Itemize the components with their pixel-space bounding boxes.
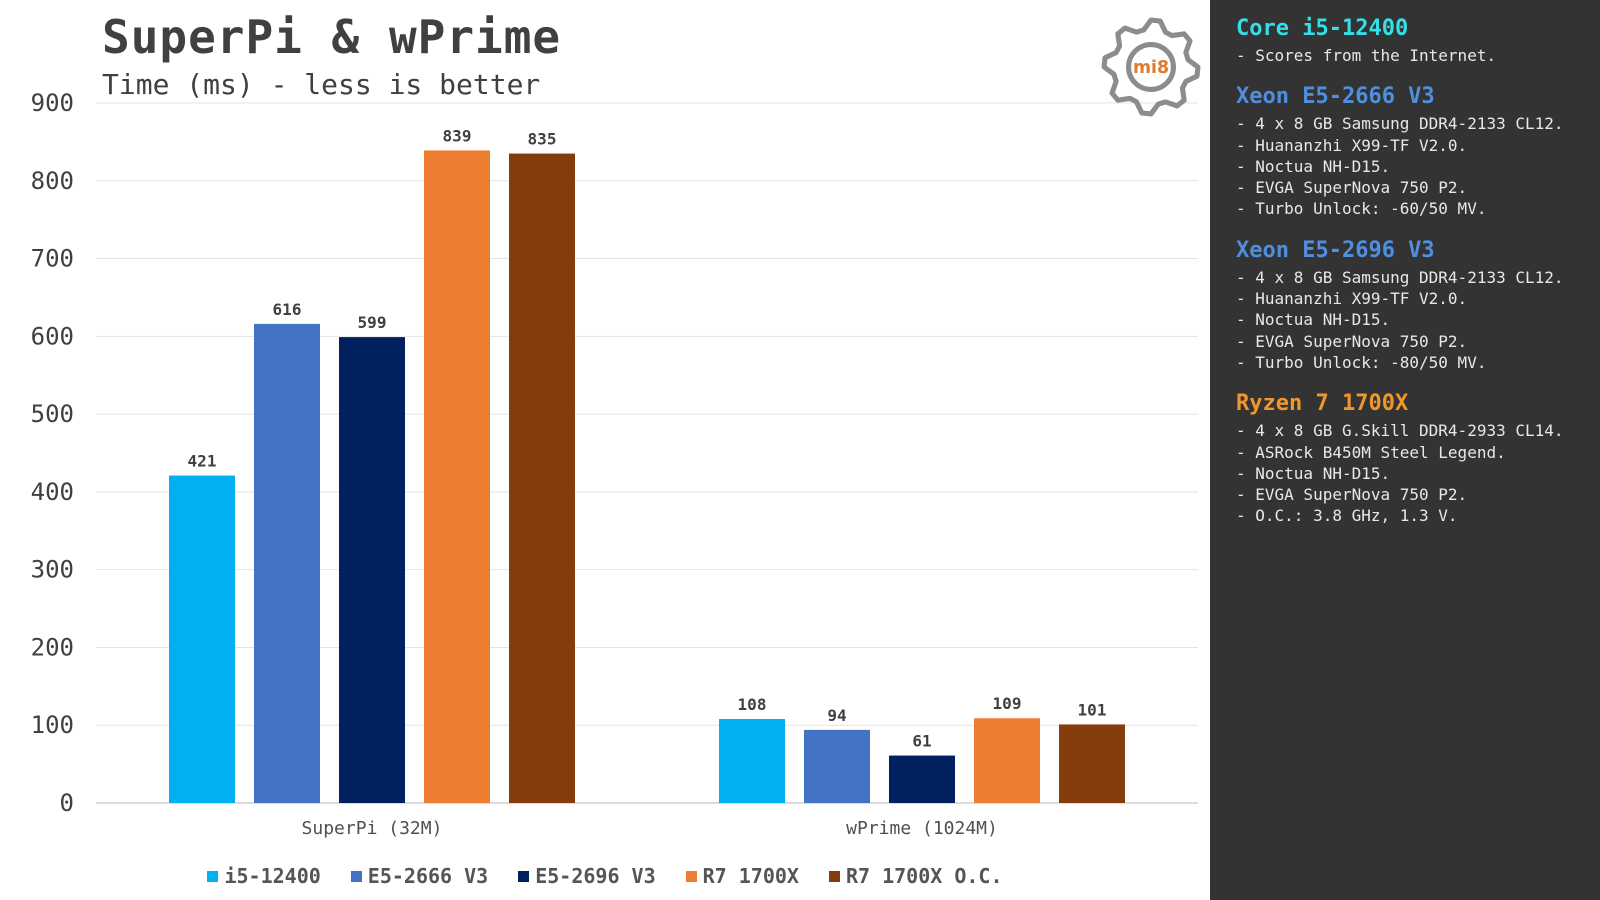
- data-label: 108: [738, 695, 767, 714]
- panel-line: - Noctua NH-D15.: [1236, 156, 1391, 176]
- panel-line: - Huananzhi X99-TF V2.0.: [1236, 289, 1468, 309]
- chart-subtitle: Time (ms) - less is better: [102, 68, 541, 101]
- y-tick-label: 600: [31, 322, 74, 350]
- legend-swatch: [828, 870, 840, 882]
- bar: [169, 475, 235, 803]
- bar: [509, 153, 575, 804]
- chart-legend: i5-12400 E5-2666 V3 E5-2696 V3 R7 1700X R7 1…: [0, 864, 1210, 888]
- panel-line: - Scores from the Internet.: [1236, 46, 1497, 65]
- panel-heading: Xeon E5-2666 V3: [1236, 84, 1435, 110]
- x-tick-label: wPrime (1024M): [846, 818, 998, 839]
- panel-heading: Ryzen 7 1700X: [1236, 391, 1409, 417]
- data-label: 616: [273, 300, 302, 319]
- bar: [889, 755, 955, 803]
- bar: [254, 323, 320, 803]
- legend-swatch: [518, 870, 530, 882]
- y-tick-label: 200: [31, 633, 74, 661]
- panel-line: - ASRock B450M Steel Legend.: [1236, 442, 1506, 462]
- legend-label: E5-2666 V3: [367, 864, 489, 888]
- y-tick-label: 100: [31, 711, 74, 739]
- y-tick-label: 800: [31, 167, 74, 195]
- panel-line: - O.C.: 3.8 GHz, 1.3 V.: [1236, 506, 1458, 526]
- panel-section: Xeon E5-2696 V3 - 4 x 8 GB Samsung DDR4-2…: [1236, 238, 1600, 373]
- legend-label: R7 1700X O.C.: [845, 864, 1003, 888]
- panel-section: Xeon E5-2666 V3 - 4 x 8 GB Samsung DDR4-2…: [1236, 84, 1600, 219]
- data-label: 599: [358, 313, 387, 332]
- y-tick-label: 300: [31, 556, 74, 584]
- legend-swatch: [685, 870, 697, 882]
- bar: [804, 729, 870, 803]
- data-label: 839: [443, 126, 472, 145]
- panel-line: - Noctua NH-D15.: [1236, 310, 1391, 330]
- data-label: 421: [188, 452, 217, 471]
- panel-line: - 4 x 8 GB Samsung DDR4-2133 CL12.: [1236, 267, 1564, 287]
- gear-logo-icon: mi8: [1101, 17, 1201, 117]
- bar: [1059, 724, 1125, 803]
- bar: [974, 718, 1040, 803]
- legend-swatch: [350, 870, 362, 882]
- panel-section: Core i5-12400 - Scores from the Internet.: [1236, 16, 1600, 66]
- bar: [424, 150, 490, 803]
- y-tick-label: 500: [31, 400, 74, 428]
- panel-line: - Huananzhi X99-TF V2.0.: [1236, 135, 1468, 155]
- legend-label: E5-2696 V3: [535, 864, 656, 888]
- x-tick-label: SuperPi (32M): [302, 818, 443, 839]
- panel-section: Ryzen 7 1700X - 4 x 8 GB G.Skill DDR4-293…: [1236, 391, 1600, 526]
- data-label: 61: [912, 732, 931, 751]
- bar: [339, 337, 405, 803]
- panel-line: - Turbo Unlock: -80/50 MV.: [1236, 352, 1487, 372]
- legend-item: R7 1700X O.C.: [828, 864, 1003, 888]
- panel-line: - Turbo Unlock: -60/50 MV.: [1236, 199, 1487, 219]
- panel-line: - 4 x 8 GB G.Skill DDR4-2933 CL14.: [1236, 421, 1564, 441]
- info-panel: Core i5-12400 - Scores from the Internet.…: [1210, 0, 1600, 900]
- data-label: 109: [993, 694, 1022, 713]
- panel-heading: Core i5-12400: [1236, 16, 1409, 41]
- data-label: 835: [528, 130, 557, 149]
- legend-item: i5-12400: [207, 864, 321, 888]
- panel-line: - 4 x 8 GB Samsung DDR4-2133 CL12.: [1236, 114, 1564, 134]
- panel-line: - EVGA SuperNova 750 P2.: [1236, 178, 1468, 198]
- legend-item: R7 1700X: [685, 864, 799, 888]
- data-label: 101: [1078, 700, 1107, 719]
- legend-label: R7 1700X: [702, 864, 799, 888]
- panel-line: - Noctua NH-D15.: [1236, 463, 1391, 483]
- bar-chart: 0 100 200 300 400 500 600 700 800 900 421 616 599 839…: [31, 89, 1198, 839]
- legend-item: E5-2666 V3: [350, 864, 489, 888]
- bar: [719, 719, 785, 803]
- data-label: 94: [827, 706, 846, 725]
- y-tick-label: 700: [31, 245, 74, 273]
- panel-heading: Xeon E5-2696 V3: [1236, 237, 1435, 263]
- chart-title: SuperPi & wPrime: [102, 10, 562, 64]
- panel-line: - EVGA SuperNova 750 P2.: [1236, 485, 1468, 505]
- legend-swatch: [207, 870, 219, 882]
- y-tick-label: 900: [31, 89, 74, 117]
- logo-text: mi8: [1133, 58, 1169, 78]
- legend-label: i5-12400: [224, 864, 321, 888]
- chart-area: 0 100 200 300 400 500 600 700 800 900 421 616 599 839…: [0, 10, 1210, 888]
- y-tick-label: 0: [60, 789, 74, 817]
- y-tick-label: 400: [31, 478, 74, 506]
- panel-line: - EVGA SuperNova 750 P2.: [1236, 331, 1468, 351]
- legend-item: E5-2696 V3: [518, 864, 656, 888]
